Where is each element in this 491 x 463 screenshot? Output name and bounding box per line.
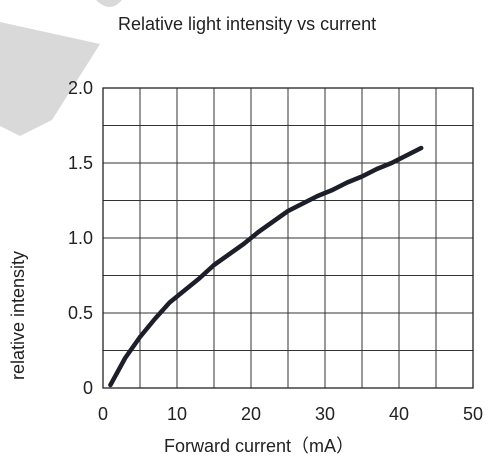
chart-title: Relative light intensity vs current [118,14,376,34]
plot-frame [102,87,474,389]
series-line [108,145,424,388]
x-axis-label: Forward current（mA） [164,436,354,456]
watermark-arc [96,0,122,7]
y-tick-label: 1.5 [68,153,93,173]
y-tick-label: 0.5 [68,303,93,323]
y-tick-label: 0 [83,378,93,398]
watermark-stroke [0,22,100,136]
y-axis-ticks: 0 0.5 1.0 1.5 2.0 [68,78,93,398]
x-tick-label: 30 [315,404,335,424]
y-tick-label: 2.0 [68,78,93,98]
grid [103,88,473,388]
series [108,145,424,388]
y-axis-label: relative intensity [8,251,28,380]
watermark [0,0,122,136]
x-axis-ticks: 0 10 20 30 40 50 [98,404,483,424]
x-tick-label: 10 [167,404,187,424]
x-tick-label: 20 [241,404,261,424]
y-tick-label: 1.0 [68,228,93,248]
x-tick-label: 0 [98,404,108,424]
x-tick-label: 50 [463,404,483,424]
x-tick-label: 40 [389,404,409,424]
